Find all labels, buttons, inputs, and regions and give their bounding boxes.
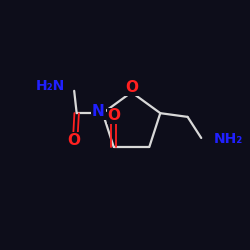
Text: O: O [108,108,121,124]
Text: O: O [125,80,138,95]
Text: H₂N: H₂N [36,79,66,93]
Text: N: N [92,104,105,120]
Text: O: O [68,133,81,148]
Text: NH₂: NH₂ [214,132,243,146]
